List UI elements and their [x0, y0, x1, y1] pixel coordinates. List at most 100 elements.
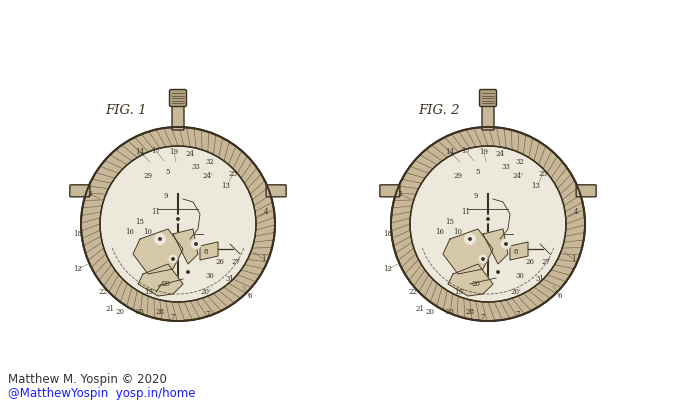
Circle shape [470, 171, 506, 207]
Circle shape [102, 148, 254, 300]
Text: 11: 11 [151, 208, 160, 216]
Text: 32: 32 [516, 158, 524, 166]
Circle shape [482, 258, 484, 260]
Text: 8: 8 [204, 248, 209, 256]
Circle shape [81, 127, 275, 321]
FancyBboxPatch shape [380, 185, 400, 197]
Text: 15: 15 [136, 218, 144, 226]
Text: 22: 22 [99, 288, 108, 296]
Text: @MatthewYospin  yosp.in/home: @MatthewYospin yosp.in/home [8, 387, 196, 400]
Circle shape [195, 243, 197, 245]
Circle shape [159, 238, 161, 240]
Text: 9: 9 [474, 192, 478, 200]
Text: 15: 15 [445, 218, 454, 226]
Text: 9: 9 [164, 192, 168, 200]
Text: 4: 4 [264, 208, 268, 216]
Text: 14: 14 [136, 148, 144, 156]
Text: 15': 15' [145, 288, 155, 296]
Text: FIG. 2: FIG. 2 [418, 104, 459, 117]
Text: 30: 30 [516, 272, 524, 280]
Text: 6: 6 [558, 292, 562, 300]
FancyBboxPatch shape [482, 102, 494, 130]
FancyBboxPatch shape [70, 185, 90, 197]
Text: 31: 31 [225, 275, 234, 283]
Circle shape [505, 243, 508, 245]
Text: 20: 20 [472, 280, 480, 288]
Text: 33: 33 [192, 163, 200, 171]
Text: 17: 17 [461, 147, 470, 155]
Text: 13: 13 [222, 182, 230, 190]
FancyBboxPatch shape [172, 102, 184, 130]
Text: 20: 20 [426, 308, 435, 316]
Text: 7: 7 [206, 310, 210, 318]
Text: 26: 26 [526, 258, 535, 266]
Text: 24: 24 [186, 150, 195, 158]
Circle shape [469, 238, 471, 240]
Circle shape [479, 255, 487, 263]
Text: 32: 32 [206, 158, 214, 166]
Text: 6: 6 [248, 292, 252, 300]
Text: 25: 25 [538, 170, 547, 178]
Text: 5: 5 [166, 168, 170, 176]
Text: 5: 5 [476, 168, 480, 176]
Text: 19: 19 [480, 148, 489, 156]
Polygon shape [510, 242, 528, 260]
Text: Coronavirus – IP Office Responses: Coronavirus – IP Office Responses [4, 14, 696, 48]
Text: 1: 1 [570, 255, 575, 263]
Text: 15': 15' [454, 288, 466, 296]
Circle shape [497, 271, 499, 273]
Circle shape [169, 255, 177, 263]
Circle shape [160, 171, 196, 207]
Text: 25: 25 [228, 170, 237, 178]
Text: 28: 28 [155, 308, 164, 316]
Text: 24: 24 [496, 150, 505, 158]
Text: 30: 30 [206, 272, 214, 280]
Polygon shape [443, 229, 493, 274]
Text: 27: 27 [542, 258, 550, 266]
Polygon shape [483, 229, 508, 264]
Circle shape [494, 268, 503, 276]
Text: 1: 1 [260, 255, 265, 263]
Circle shape [501, 239, 511, 249]
Text: 7: 7 [516, 310, 520, 318]
Text: 16: 16 [435, 228, 444, 236]
FancyBboxPatch shape [576, 185, 596, 197]
Text: 17: 17 [151, 147, 160, 155]
Circle shape [486, 218, 489, 220]
Text: 23: 23 [446, 308, 454, 316]
Text: 7: 7 [481, 313, 485, 321]
Circle shape [412, 148, 564, 300]
Text: Matthew M. Yospin © 2020: Matthew M. Yospin © 2020 [8, 373, 167, 386]
Text: 3: 3 [398, 190, 402, 198]
Circle shape [410, 146, 566, 302]
Text: 20': 20' [201, 288, 211, 296]
Circle shape [172, 258, 174, 260]
Text: 29: 29 [144, 172, 153, 180]
Text: 21: 21 [416, 305, 424, 313]
Text: 12: 12 [384, 265, 393, 273]
Circle shape [465, 234, 475, 244]
Circle shape [191, 239, 201, 249]
Text: 24': 24' [512, 172, 524, 180]
Text: 7: 7 [171, 313, 175, 321]
Circle shape [183, 268, 192, 276]
FancyBboxPatch shape [266, 185, 286, 197]
Text: 29: 29 [454, 172, 463, 180]
Text: 12: 12 [74, 265, 83, 273]
Polygon shape [173, 229, 198, 264]
Polygon shape [138, 264, 183, 296]
Polygon shape [200, 242, 218, 260]
Circle shape [155, 234, 165, 244]
Text: 19: 19 [169, 148, 178, 156]
Text: 4: 4 [574, 208, 578, 216]
Text: 11: 11 [461, 208, 470, 216]
Text: 20: 20 [116, 308, 125, 316]
Text: 20: 20 [162, 280, 171, 288]
Text: 27: 27 [232, 258, 241, 266]
FancyBboxPatch shape [169, 90, 186, 106]
Text: 26: 26 [216, 258, 225, 266]
Text: FIG. 1: FIG. 1 [105, 104, 146, 117]
Text: 10: 10 [454, 228, 463, 236]
Text: 14: 14 [445, 148, 454, 156]
Text: 18: 18 [384, 230, 393, 238]
